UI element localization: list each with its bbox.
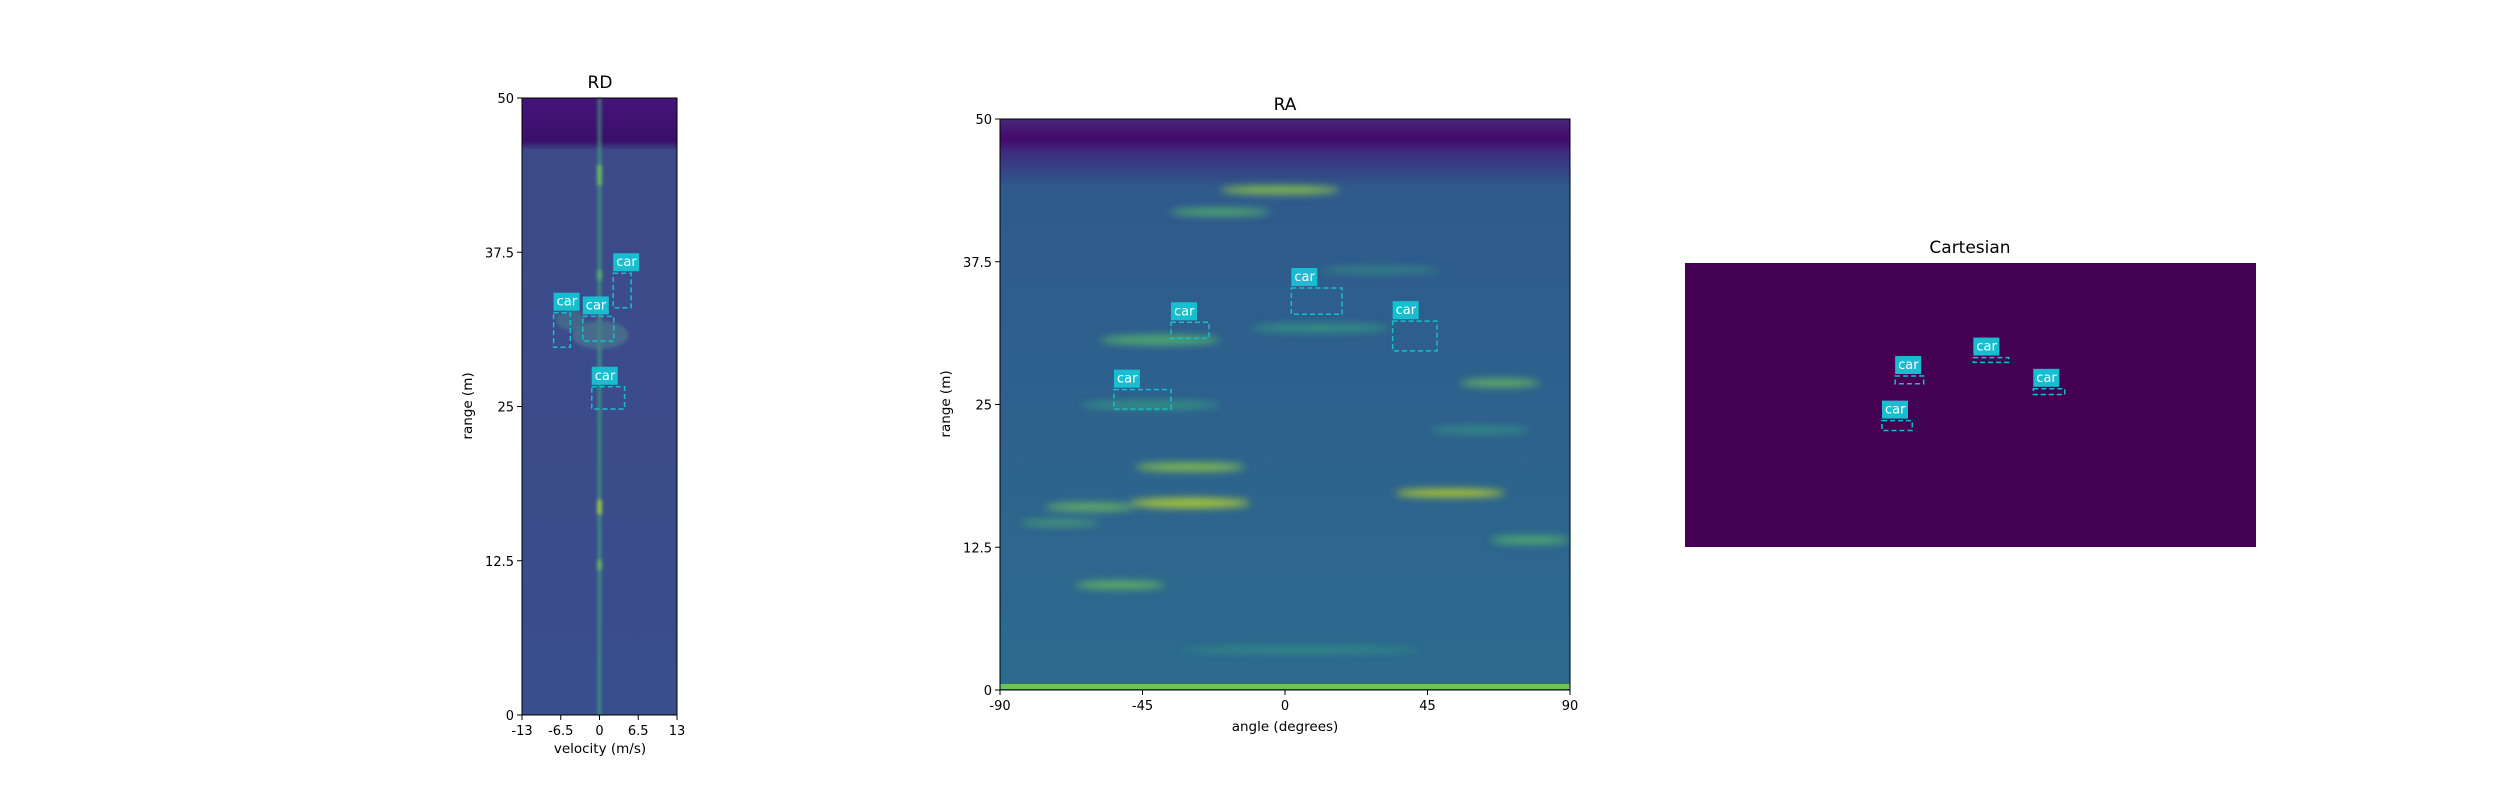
rd-ylabel: range (m) (460, 372, 476, 439)
rd-box (612, 272, 632, 309)
rd-ytick-label: 25 (497, 401, 514, 416)
ra-bottom-stripe (1000, 684, 1570, 689)
rd-ytick-label: 37.5 (485, 246, 514, 261)
cartesian-box-label: car (2036, 371, 2057, 386)
rd-xtick-label: 6.5 (628, 724, 649, 739)
ra-xtick-label: 90 (1562, 699, 1579, 714)
cartesian-title: Cartesian (1929, 238, 2010, 258)
ra-ytick-label: 50 (975, 113, 992, 128)
ra-xtick-label: 45 (1419, 699, 1436, 714)
ra-box (1290, 287, 1343, 316)
rd-box-label: car (616, 255, 637, 270)
ra-box-label-bg (1114, 369, 1140, 388)
ra-box (1170, 321, 1210, 340)
ra-ytick-label: 12.5 (963, 541, 992, 556)
ra-panel: RA -90 -45 0 45 90 0 12.5 25 37.5 50 car car car car… (938, 95, 1578, 735)
cartesian-box-label-bg (1881, 400, 1908, 419)
cartesian-box (1972, 356, 2010, 364)
rd-xlabel: velocity (m/s) (554, 741, 646, 757)
cartesian-box (1881, 419, 1914, 432)
ra-box-label-bg (1291, 268, 1318, 287)
cartesian-box-label-bg (1895, 356, 1922, 375)
ra-ytick-label: 37.5 (963, 256, 992, 271)
ra-box-label: car (1117, 372, 1138, 387)
cartesian-box-label: car (1976, 340, 1997, 355)
ra-ylabel: range (m) (938, 370, 954, 437)
rd-box-label-bg (582, 296, 609, 315)
rd-box (582, 315, 615, 342)
rd-box-label: car (586, 298, 607, 313)
ra-box-label-bg (1171, 302, 1197, 321)
rd-ytick-label: 0 (506, 709, 514, 724)
ra-xlabel: angle (degrees) (1232, 719, 1339, 735)
rd-xtick-label: -6.5 (548, 724, 573, 739)
rd-box (552, 311, 572, 349)
ra-ytick-label: 0 (984, 684, 992, 699)
ra-xtick-label: 0 (1281, 699, 1289, 714)
rd-xtick-label: 0 (595, 724, 603, 739)
rd-box-label: car (595, 369, 616, 384)
rd-box-label-bg (613, 253, 640, 272)
cartesian-box-label: car (1898, 358, 1919, 373)
rd-xtick-label: -13 (511, 724, 532, 739)
ra-title: RA (1274, 95, 1297, 115)
rd-ytick-label: 50 (497, 92, 514, 107)
ra-box-label: car (1294, 270, 1315, 285)
cartesian-image (1685, 263, 2256, 547)
rd-box-label-bg (553, 292, 580, 311)
rd-ytick-label: 12.5 (485, 555, 514, 570)
ra-box (1113, 388, 1172, 410)
ra-box-label: car (1174, 304, 1195, 319)
cartesian-box-label-bg (1973, 337, 2000, 356)
cartesian-panel: Cartesian car car car car (1685, 238, 2256, 547)
ra-box-label-bg (1392, 301, 1419, 320)
cartesian-box-label: car (1885, 403, 1906, 418)
ra-xtick-label: -45 (1132, 699, 1153, 714)
rd-box-label-bg (591, 366, 618, 385)
cartesian-box (2032, 388, 2066, 396)
ra-ytick-label: 25 (975, 399, 992, 414)
ra-xtick-label: -90 (989, 699, 1010, 714)
ra-box (1391, 320, 1438, 352)
cartesian-box (1894, 375, 1925, 385)
rd-xtick-label: 13 (669, 724, 686, 739)
ra-heatmap-texture (1020, 186, 1570, 653)
cartesian-box-label-bg (2033, 368, 2060, 387)
rd-title: RD (588, 73, 613, 93)
rd-box-label: car (557, 295, 578, 310)
ra-box-label: car (1396, 303, 1417, 318)
rd-box (591, 386, 626, 410)
